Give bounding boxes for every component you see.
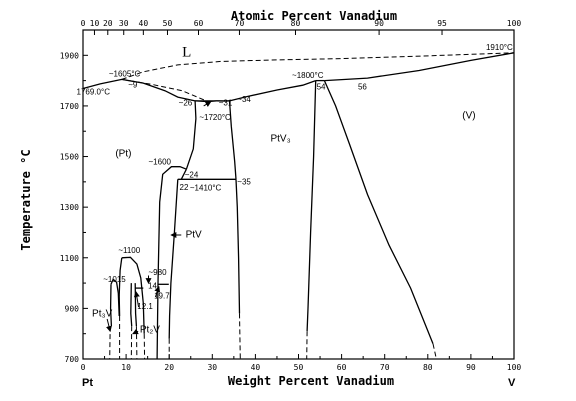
annotation-label: (Pt) — [115, 149, 131, 160]
x2-tick-label: 0 — [81, 19, 86, 28]
dashed-boundary — [109, 326, 111, 360]
phase-boundary — [235, 179, 241, 314]
annotation-label: L — [182, 45, 191, 61]
x-tick-label: 0 — [81, 363, 86, 372]
y-tick-label: 1100 — [60, 254, 79, 263]
x-tick-label: 90 — [466, 363, 476, 372]
x2-axis-title: Atomic Percent Vanadium — [231, 9, 397, 23]
phase-boundary — [156, 166, 187, 360]
annotation-label: ~9 — [128, 81, 138, 90]
x2-tick-label: 95 — [437, 19, 447, 28]
annotation-arrow — [203, 101, 212, 107]
y-tick-label: 1500 — [60, 153, 79, 162]
phase-boundary — [306, 80, 317, 332]
x-tick-label: 50 — [294, 363, 304, 372]
dashed-boundary — [121, 52, 515, 80]
x-tick-label: 80 — [423, 363, 433, 372]
y-tick-label: 1700 — [60, 102, 79, 111]
x2-tick-label: 80 — [291, 19, 301, 28]
annotation-label: ~1600 — [149, 158, 172, 167]
x-tick-label: 30 — [207, 363, 217, 372]
annotation-label: ~1100 — [118, 246, 140, 255]
y-tick-label: 1300 — [60, 203, 79, 212]
annotation-label: (V) — [462, 111, 475, 122]
right-end-label: V — [508, 377, 516, 389]
x-tick-label: 40 — [251, 363, 261, 372]
annotation-label: PtV — [186, 230, 202, 241]
phase-boundary — [180, 168, 187, 180]
y-axis-title: Temperature °C — [19, 149, 33, 250]
x-tick-label: 100 — [507, 363, 522, 372]
x2-tick-label: 60 — [194, 19, 204, 28]
phase-boundary — [185, 100, 197, 170]
plot-layer: 0 10 20 30 40 50 60 70 80 90 100700900110013001500… — [60, 19, 522, 372]
annotation-label: ~34 — [237, 95, 251, 104]
x2-tick-label: 20 — [103, 19, 113, 28]
phase-boundary — [229, 79, 316, 102]
annotation-label: Pt₂V — [140, 324, 160, 335]
x-tick-label: 60 — [337, 363, 347, 372]
y-tick-label: 900 — [65, 304, 80, 313]
x-tick-label: 20 — [164, 363, 174, 372]
annotation-arrow — [133, 290, 140, 308]
phase-boundary — [118, 257, 123, 317]
x2-tick-label: 70 — [235, 19, 245, 28]
annotation-label: 1910°C — [486, 43, 513, 52]
annotation-label: 56 — [358, 82, 367, 91]
annotation-label: 1769.0°C — [77, 88, 111, 97]
annotation-label: ~1605°C — [109, 69, 141, 78]
y-tick-label: 1900 — [60, 51, 79, 60]
y-tick-label: 700 — [65, 355, 80, 364]
left-end-label: Pt — [82, 377, 93, 389]
x-tick-label: 10 — [121, 363, 131, 372]
phase-boundary — [134, 283, 138, 327]
annotation-label: ~31 — [219, 98, 233, 107]
annotation-arrow — [132, 328, 139, 335]
annotation-label: ~1015 — [103, 275, 126, 284]
annotation-label: ~980 — [149, 268, 168, 277]
annotation-label: ~1720°C — [199, 113, 231, 122]
x-axis-title: Weight Percent Vanadium — [228, 374, 394, 388]
annotation-arrow — [106, 318, 112, 333]
annotation-label: ~24 — [185, 170, 199, 179]
annotation-label: 54 — [317, 82, 326, 91]
annotation-label: 12.1 — [137, 302, 153, 311]
annotation-arrow — [154, 285, 161, 298]
x2-tick-label: 100 — [507, 19, 522, 28]
x2-tick-label: 10 — [90, 19, 100, 28]
x-tick-label: 70 — [380, 363, 390, 372]
phase-boundary — [323, 80, 434, 345]
annotation-label: ~26 — [179, 98, 193, 107]
phase-boundary — [109, 284, 113, 327]
annotation-label: ~1800°C — [292, 71, 324, 80]
annotation-label: Pt₃V — [92, 309, 113, 320]
x2-tick-label: 30 — [119, 19, 129, 28]
phase-boundary — [121, 256, 145, 334]
annotation-label: PtV₃ — [270, 133, 290, 144]
phase-boundary — [324, 52, 515, 82]
dashed-boundary — [239, 313, 241, 360]
phase-boundary — [130, 283, 133, 327]
phase-boundary — [228, 100, 237, 180]
phase-boundary — [110, 278, 120, 317]
dashed-boundary — [432, 343, 437, 360]
phase-boundary — [168, 179, 179, 339]
annotation-label: 14 — [148, 282, 157, 291]
x2-tick-label: 40 — [139, 19, 149, 28]
annotation-label: 22 — [180, 183, 189, 192]
dashed-boundary — [121, 78, 209, 103]
dashed-boundary — [135, 326, 138, 360]
annotation-label: 19.7 — [154, 291, 170, 300]
annotation-label: ~1410°C — [190, 184, 222, 193]
phase-boundary — [82, 78, 196, 102]
x2-tick-label: 90 — [374, 19, 384, 28]
annotation-label: ~35 — [237, 177, 251, 186]
x2-tick-label: 50 — [163, 19, 173, 28]
